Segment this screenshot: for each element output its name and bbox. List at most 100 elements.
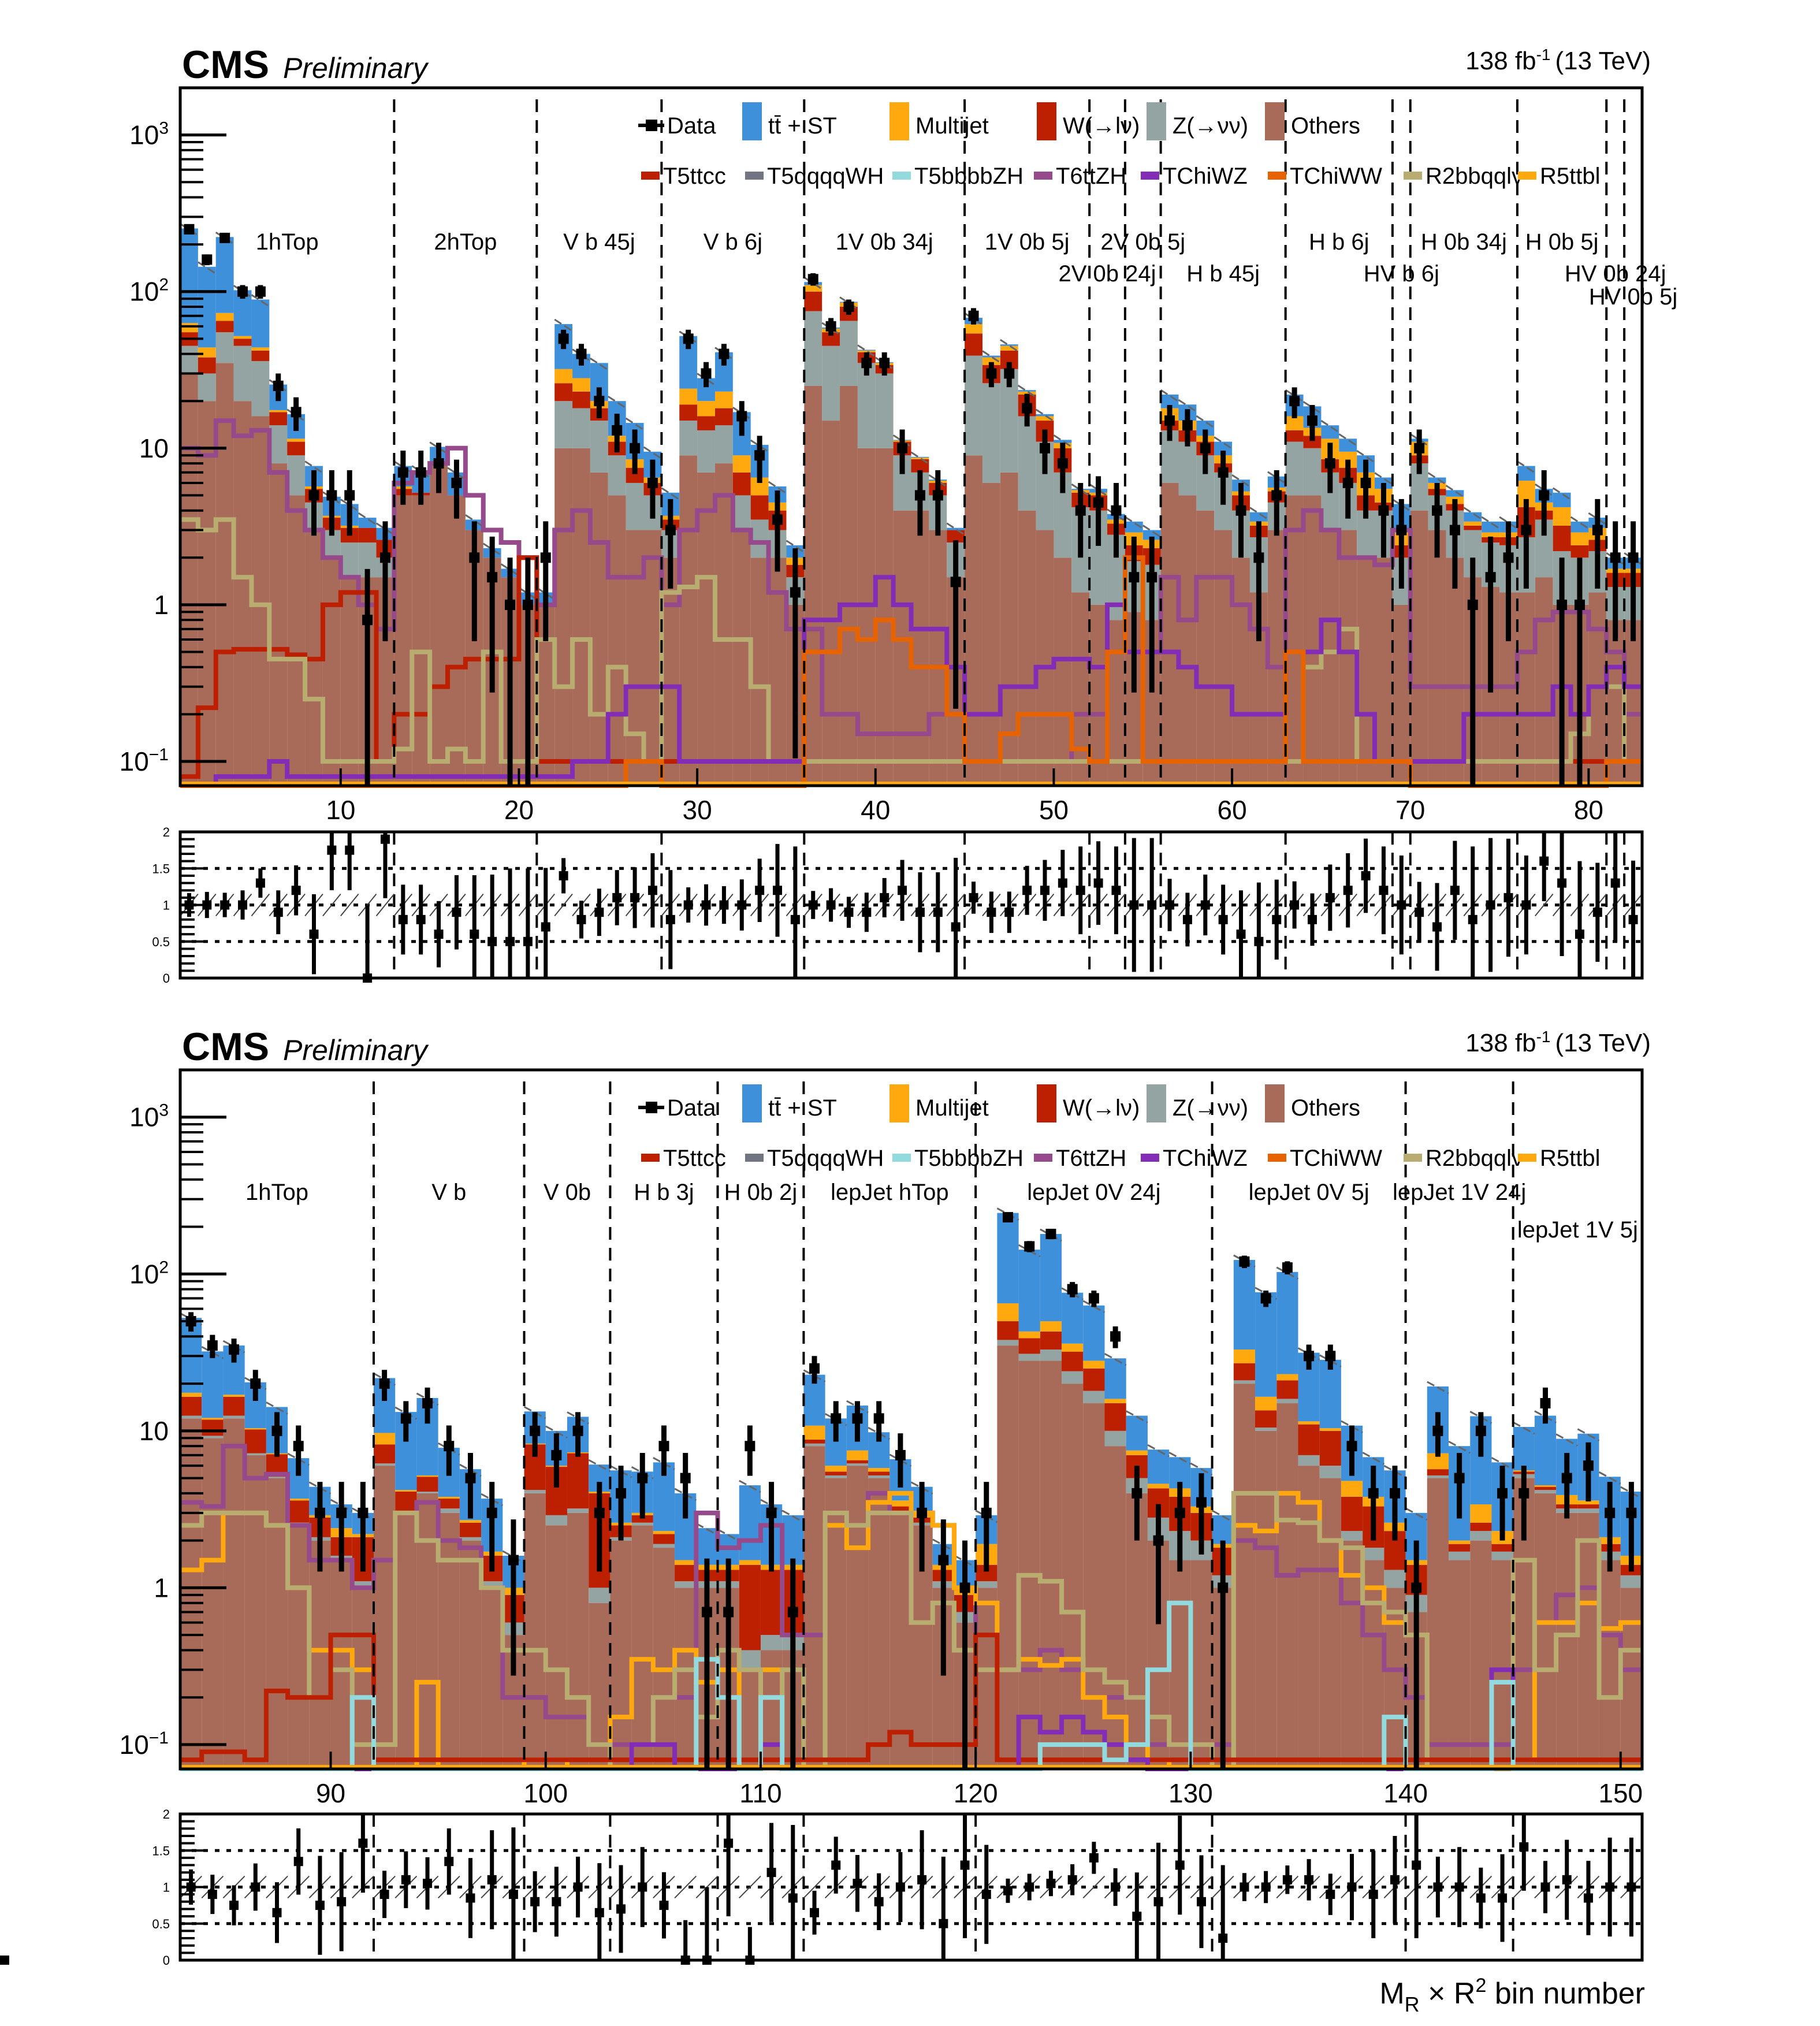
- bar-Others: [1255, 1430, 1277, 1769]
- data-point: [1045, 1228, 1056, 1239]
- lumi-value-lower: 138 fb: [1465, 1029, 1536, 1057]
- ratio-point: [309, 930, 319, 939]
- y-tick-label: 103: [129, 119, 169, 150]
- data-point: [308, 490, 319, 501]
- bar-Others: [1071, 592, 1090, 786]
- bar-Zvv: [202, 1436, 224, 1438]
- mc-uncertainty: [768, 481, 787, 495]
- x-tick-label: 150: [1598, 1778, 1643, 1808]
- bar-Others: [394, 495, 412, 786]
- mc-uncertainty: [233, 285, 252, 298]
- ratio-y-tick-label: 0: [163, 971, 170, 986]
- bar-Others: [180, 1418, 202, 1769]
- bar-Wlv: [269, 412, 288, 426]
- bar-Others: [1018, 510, 1036, 786]
- ratio-point: [1575, 930, 1584, 939]
- ratio-point: [1147, 900, 1157, 910]
- mc-uncertainty: [1445, 485, 1465, 498]
- bar-ttST: [1054, 440, 1072, 443]
- data-point: [508, 1555, 519, 1566]
- bar-Multijet: [868, 1468, 890, 1472]
- mc-uncertainty: [839, 296, 858, 310]
- legend-line-T6ttZH: [1034, 172, 1052, 180]
- region-label: 2V 0b 5j: [1100, 229, 1185, 255]
- bar-Multijet: [269, 410, 288, 412]
- mc-uncertainty: [1320, 419, 1340, 433]
- mc-uncertainty: [964, 312, 983, 326]
- mc-uncertainty: [554, 318, 573, 332]
- data-point: [1346, 1441, 1357, 1452]
- mc-uncertainty: [717, 1529, 740, 1542]
- bar-Multijet: [1104, 1399, 1126, 1404]
- mc-uncertainty: [545, 1425, 568, 1439]
- bar-Others: [1107, 620, 1125, 786]
- legend-label: TChiWZ: [1163, 163, 1248, 189]
- data-point: [968, 310, 979, 321]
- legend-label: tt̄ + ST: [768, 1095, 837, 1121]
- bar-Others: [768, 557, 787, 786]
- bar-Zvv: [976, 1581, 998, 1588]
- region-label: lepJet 1V 24j: [1393, 1180, 1526, 1205]
- bar-Others: [416, 1493, 438, 1769]
- data-point: [754, 450, 765, 461]
- mc-uncertainty: [1231, 474, 1250, 488]
- bar-ttST: [1517, 466, 1535, 481]
- data-point: [1239, 1256, 1250, 1267]
- data-point: [1093, 497, 1104, 508]
- data-point: [293, 1441, 304, 1452]
- bar-Others: [911, 510, 929, 786]
- y-tick-label: 10−1: [120, 745, 169, 776]
- ratio-point: [1111, 1882, 1121, 1892]
- bar-Zvv: [198, 373, 216, 402]
- bar-Wlv: [714, 408, 733, 426]
- data-point: [1164, 415, 1175, 426]
- legend-label: T5bbbbZH: [914, 1146, 1023, 1171]
- bar-ttST: [202, 1351, 224, 1418]
- data-point: [1111, 505, 1122, 516]
- legend-line-T5bbbbZH: [892, 1154, 911, 1162]
- mc-uncertainty: [1405, 1507, 1428, 1521]
- bar-Others: [1083, 1403, 1105, 1769]
- ratio-point: [1592, 908, 1602, 917]
- bar-Others: [1190, 1560, 1212, 1769]
- data-point: [1574, 599, 1585, 610]
- mc-uncertainty: [482, 542, 502, 556]
- bar-ttST: [1319, 1359, 1341, 1429]
- region-label: H 0b 34j: [1421, 229, 1507, 255]
- x-tick-label: 120: [954, 1778, 998, 1808]
- bar-Others: [661, 557, 680, 786]
- bar-Others: [697, 472, 715, 786]
- bar-ttST: [1534, 1415, 1557, 1486]
- data-point: [451, 477, 462, 488]
- bar-Zvv: [215, 332, 234, 363]
- lumi-energy-lower: (13 TeV): [1555, 1029, 1651, 1057]
- mc-uncertainty: [590, 358, 609, 371]
- region-label: H 0b 2j: [724, 1180, 798, 1205]
- bar-Wlv: [572, 391, 590, 408]
- bar-Multijet: [697, 401, 715, 417]
- bar-Wlv: [233, 339, 252, 346]
- bar-Zvv: [875, 373, 894, 448]
- legend-label: Multijet: [915, 113, 989, 139]
- ratio-point: [487, 936, 497, 946]
- bar-Zvv: [1384, 1570, 1406, 1588]
- ratio-point: [616, 1904, 626, 1914]
- bar-Others: [889, 1512, 911, 1769]
- data-point: [397, 467, 408, 478]
- ratio-point: [1132, 1912, 1142, 1921]
- ratio-point: [915, 908, 925, 917]
- legend-line-T5ttcc: [641, 172, 660, 180]
- data-point: [766, 1507, 777, 1518]
- data-point: [647, 477, 658, 488]
- legend-line-T5ttcc: [641, 1154, 660, 1162]
- bar-Others: [590, 472, 608, 786]
- bar-ttST: [1482, 521, 1500, 533]
- mc-uncertainty: [1211, 1510, 1234, 1523]
- data-point: [895, 1449, 906, 1460]
- mc-uncertainty: [215, 232, 235, 245]
- bar-Others: [1169, 1560, 1191, 1769]
- bar-Multijet: [1341, 1481, 1363, 1497]
- bar-Others: [846, 1466, 869, 1769]
- bar-Others: [714, 463, 733, 786]
- data-point: [861, 358, 872, 369]
